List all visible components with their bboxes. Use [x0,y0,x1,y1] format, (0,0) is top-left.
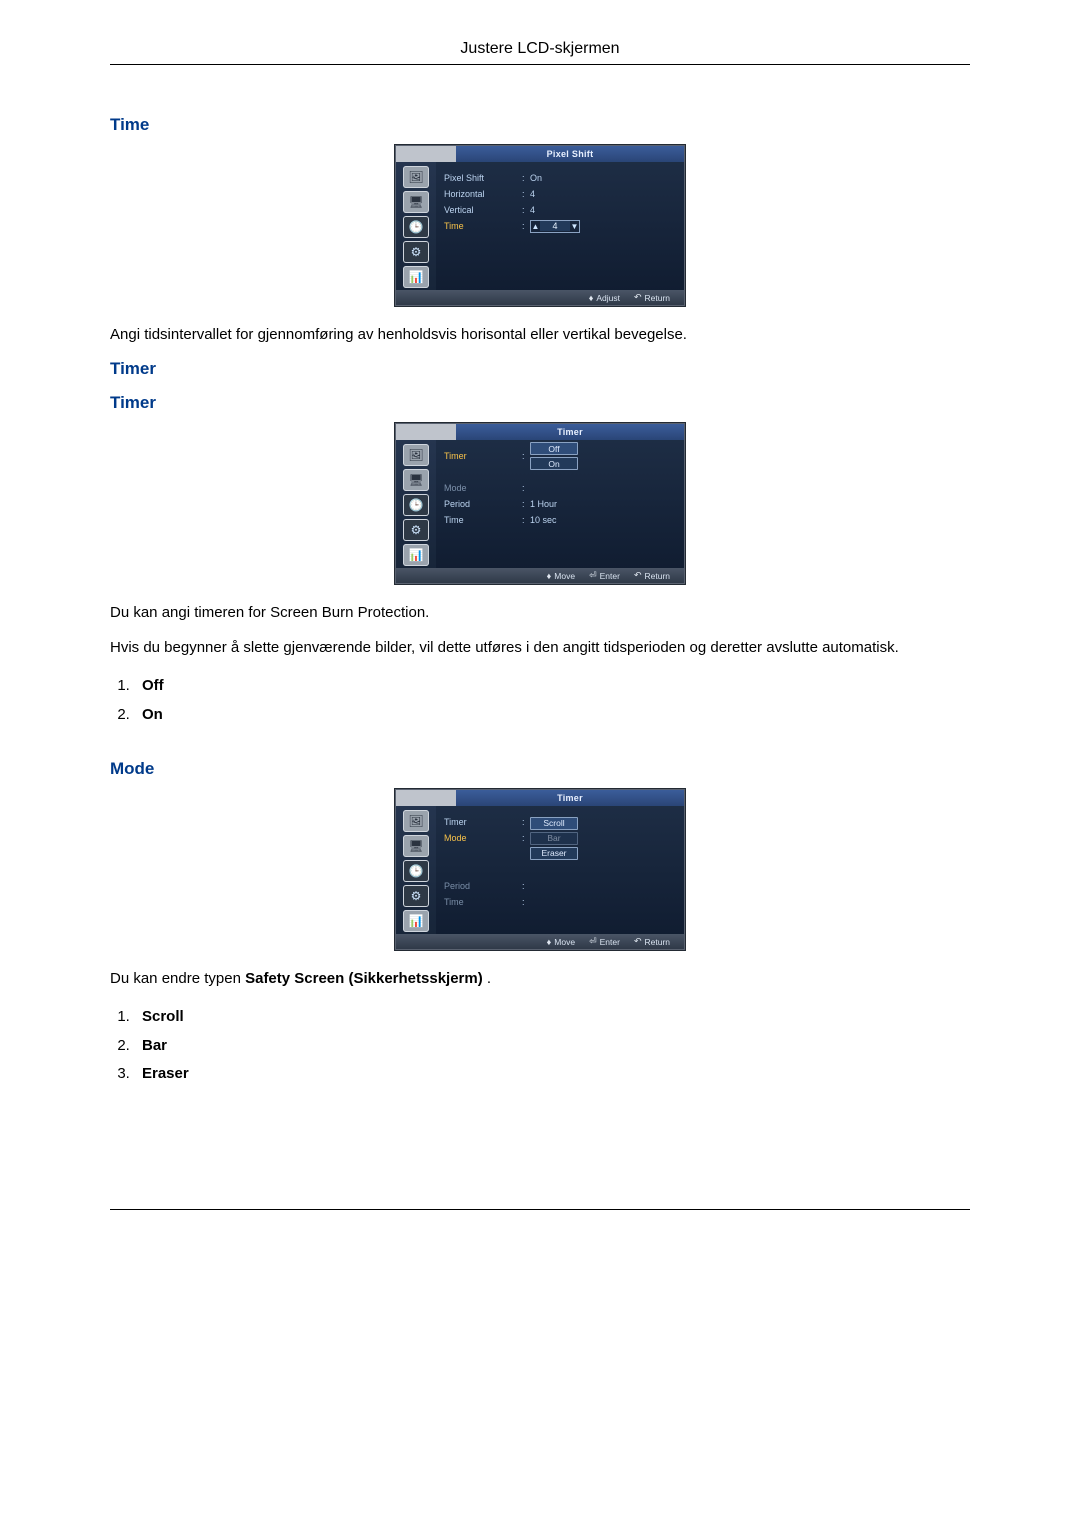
heading-timer-1: Timer [110,359,970,379]
osd-pixel-shift: Pixel Shift 🖼 🖥 🕒 ⚙ 📊 Pixel Shift: On Ho… [395,145,685,306]
option-chip[interactable]: Off [530,442,578,455]
list-item: Bar [134,1032,970,1061]
clock-icon: 🕒 [403,860,429,882]
time-description: Angi tidsintervallet for gjennomføring a… [110,324,970,345]
osd-footer: ♦Adjust ↶Return [396,290,684,305]
osd-footer: ♦Move ⏎Enter ↶Return [396,934,684,949]
osd-row[interactable]: Horizontal: 4 [444,186,676,202]
mode-option-list: Scroll Bar Eraser [134,1003,970,1089]
timer-option-list: Off On [134,672,970,729]
screen-icon: 🖥 [403,835,429,857]
heading-time: Time [110,115,970,135]
option-chip[interactable]: Eraser [530,847,578,860]
osd-title: Timer [456,790,684,806]
osd-row[interactable]: Time: [444,894,676,910]
list-item: Eraser [134,1060,970,1089]
osd-title: Pixel Shift [456,146,684,162]
osd-side-icons: 🖼 🖥 🕒 ⚙ 📊 [396,162,436,290]
list-item: Off [134,672,970,701]
timer-description-1: Du kan angi timeren for Screen Burn Prot… [110,602,970,623]
clock-icon: 🕒 [403,216,429,238]
time-stepper[interactable]: ▲ 4 ▼ [530,220,580,233]
chart-icon: 📊 [403,544,429,566]
osd-row-active[interactable]: Time: ▲ 4 ▼ [444,218,676,234]
osd-footer: ♦Move ⏎Enter ↶Return [396,568,684,583]
osd-row[interactable]: Vertical: 4 [444,202,676,218]
arrow-up-icon[interactable]: ▲ [531,222,540,231]
gear-icon: ⚙ [403,241,429,263]
osd-row-active[interactable]: Mode: Scroll Bar Eraser [444,830,676,846]
page-header: Justere LCD-skjermen [110,40,970,65]
arrow-down-icon[interactable]: ▼ [570,222,579,231]
gear-icon: ⚙ [403,519,429,541]
osd-row[interactable]: Time: 10 sec [444,512,676,528]
osd-side-icons: 🖼 🖥 🕒 ⚙ 📊 [396,440,436,568]
picture-icon: 🖼 [403,166,429,188]
option-chip[interactable]: Bar [530,832,578,845]
heading-mode: Mode [110,759,970,779]
picture-icon: 🖼 [403,444,429,466]
screen-icon: 🖥 [403,469,429,491]
osd-row[interactable]: Pixel Shift: On [444,170,676,186]
osd-row[interactable]: Period: [444,878,676,894]
osd-timer: Timer 🖼 🖥 🕒 ⚙ 📊 Timer: Off On Mo [395,423,685,584]
footer-divider [110,1209,970,1210]
osd-title: Timer [456,424,684,440]
clock-icon: 🕒 [403,494,429,516]
list-item: Scroll [134,1003,970,1032]
mode-description: Du kan endre typen Safety Screen (Sikker… [110,968,970,989]
picture-icon: 🖼 [403,810,429,832]
option-chip[interactable]: On [530,457,578,470]
osd-timer-mode: Timer 🖼 🖥 🕒 ⚙ 📊 Timer: On Mode: Scroll [395,789,685,950]
heading-timer-2: Timer [110,393,970,413]
gear-icon: ⚙ [403,885,429,907]
option-chip[interactable]: Scroll [530,817,578,830]
chart-icon: 📊 [403,910,429,932]
osd-row[interactable]: Period: 1 Hour [444,496,676,512]
list-item: On [134,701,970,730]
timer-description-2: Hvis du begynner å slette gjenværende bi… [110,637,970,658]
screen-icon: 🖥 [403,191,429,213]
osd-row-active[interactable]: Timer: Off On [444,448,676,464]
osd-row[interactable]: Mode: [444,480,676,496]
chart-icon: 📊 [403,266,429,288]
osd-side-icons: 🖼 🖥 🕒 ⚙ 📊 [396,806,436,934]
